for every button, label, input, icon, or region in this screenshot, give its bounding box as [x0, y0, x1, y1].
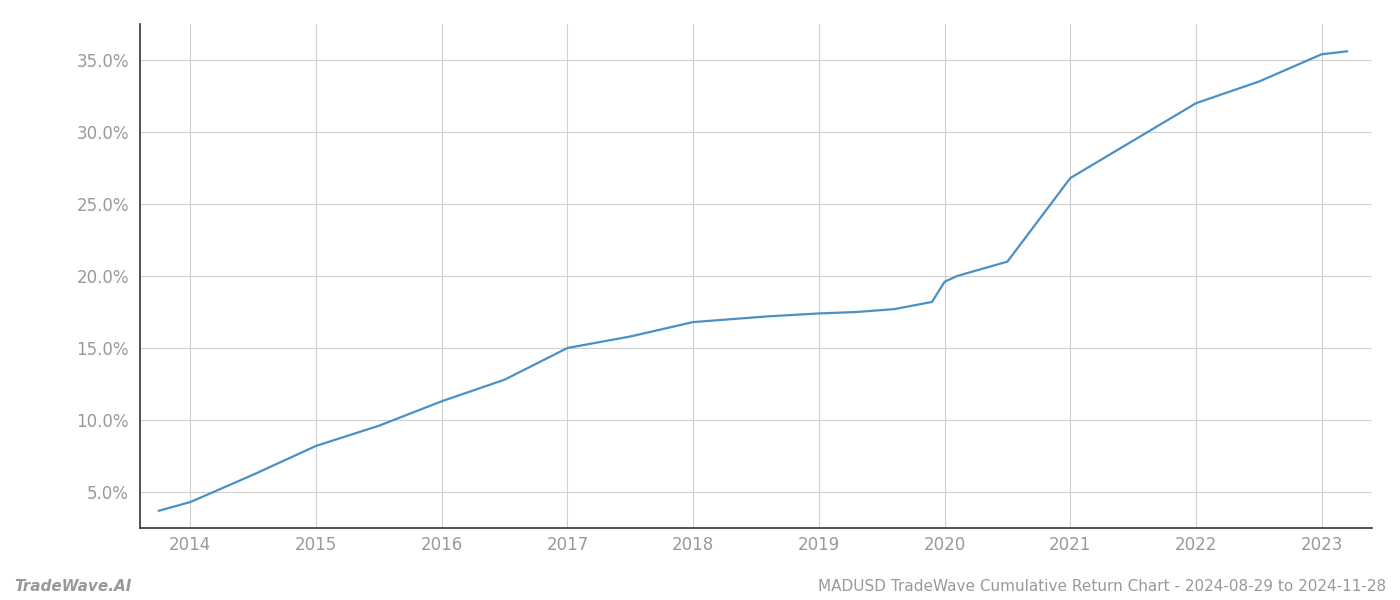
Text: TradeWave.AI: TradeWave.AI	[14, 579, 132, 594]
Text: MADUSD TradeWave Cumulative Return Chart - 2024-08-29 to 2024-11-28: MADUSD TradeWave Cumulative Return Chart…	[818, 579, 1386, 594]
